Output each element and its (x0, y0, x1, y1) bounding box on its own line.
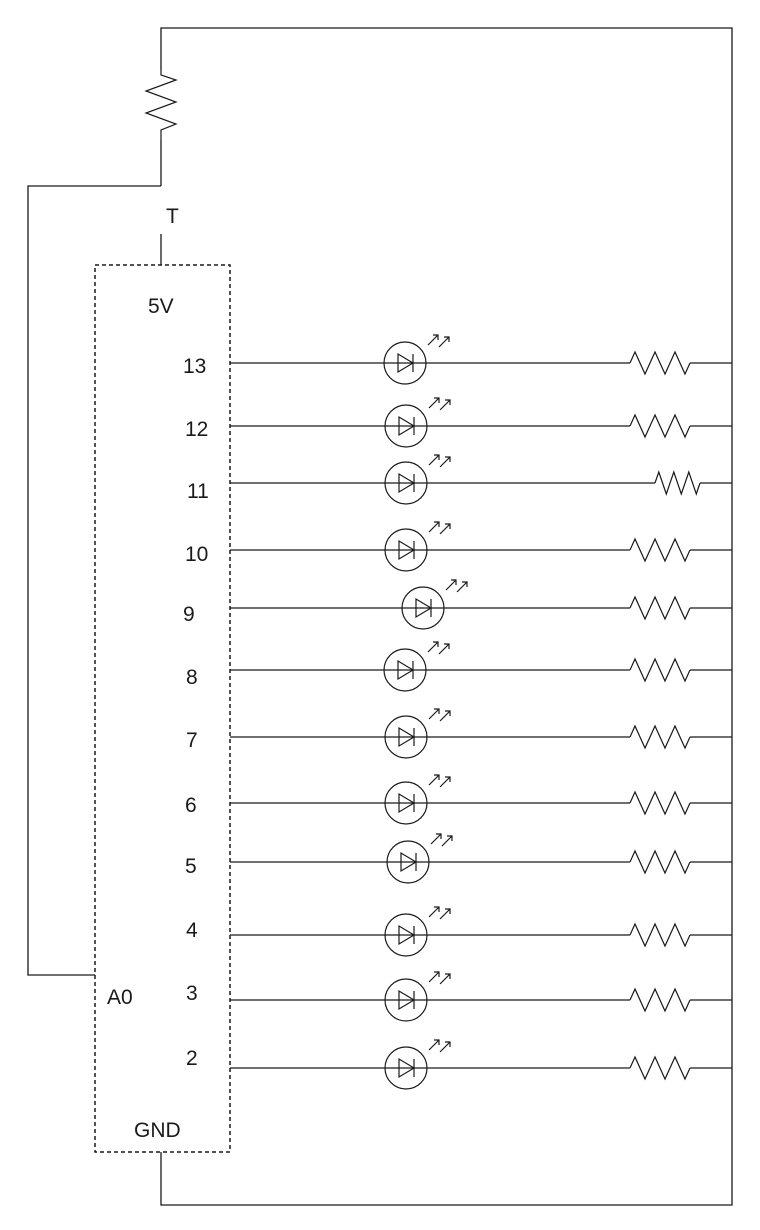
light-arrow-12 (428, 397, 440, 409)
channel-6: 6 (185, 774, 732, 825)
light-arrow-9 (456, 581, 468, 593)
diode-triangle-7 (398, 726, 416, 748)
channel-13: 13 (183, 334, 732, 385)
light-arrow-5 (441, 835, 453, 847)
light-arrow-4 (439, 908, 451, 920)
analog-feed-wire (27, 185, 161, 976)
channel-5: 5 (185, 833, 732, 884)
light-arrow-13 (438, 336, 450, 348)
led-channels: 13 12 11 10 9 8 7 6 5 4 3 2 (183, 334, 732, 1090)
diode-triangle-9 (415, 597, 433, 619)
resistor-2 (629, 1055, 691, 1081)
channel-2: 2 (186, 1039, 732, 1090)
pin-label-9: 9 (183, 603, 195, 626)
diode-triangle-13 (397, 352, 415, 374)
light-arrow-4 (428, 906, 440, 918)
analog-label: A0 (107, 986, 133, 1009)
pin-label-13: 13 (183, 355, 206, 378)
channel-11: 11 (187, 454, 732, 505)
channel-10: 10 (185, 521, 732, 572)
diode-triangle-10 (398, 539, 416, 561)
light-arrow-3 (428, 971, 440, 983)
light-arrow-8 (438, 643, 450, 655)
resistor-10 (629, 537, 691, 563)
pin-label-4: 4 (186, 919, 198, 942)
resistor-12 (629, 413, 691, 439)
light-arrow-5 (430, 833, 442, 845)
microcontroller-board (94, 264, 231, 1153)
channel-3: 3 (186, 971, 732, 1022)
resistor-11 (654, 470, 701, 496)
light-arrow-13 (427, 334, 439, 346)
pin-label-3: 3 (186, 982, 198, 1005)
resistor-6 (629, 790, 691, 816)
sensor-label: T (166, 205, 179, 228)
pin-label-5: 5 (185, 855, 197, 878)
pin-label-11: 11 (187, 480, 209, 503)
diode-triangle-5 (400, 851, 418, 873)
light-arrow-11 (439, 456, 451, 468)
channel-9: 9 (183, 579, 732, 630)
light-arrow-9 (445, 579, 457, 591)
light-arrow-6 (439, 776, 451, 788)
light-arrow-2 (439, 1041, 451, 1053)
thermistor-resistor (144, 70, 178, 140)
diode-triangle-6 (398, 792, 416, 814)
resistor-7 (629, 724, 691, 750)
diode-triangle-2 (398, 1057, 416, 1079)
diode-triangle-8 (397, 659, 415, 681)
light-arrow-10 (428, 521, 440, 533)
diode-triangle-4 (398, 924, 416, 946)
pin-label-8: 8 (186, 666, 198, 689)
resistor-3 (629, 987, 691, 1013)
light-arrow-7 (439, 710, 451, 722)
light-arrow-2 (428, 1039, 440, 1051)
channel-12: 12 (185, 397, 732, 448)
resistor-9 (629, 595, 691, 621)
channel-8: 8 (186, 641, 732, 692)
light-arrow-10 (439, 523, 451, 535)
pin-label-12: 12 (185, 418, 208, 441)
diode-triangle-11 (398, 472, 416, 494)
resistor-4 (629, 922, 691, 948)
diode-triangle-12 (398, 415, 416, 437)
top-wire (160, 27, 733, 1206)
light-arrow-11 (428, 454, 440, 466)
resistor-8 (629, 657, 691, 683)
resistor-5 (629, 849, 691, 875)
resistor-13 (629, 350, 691, 376)
light-arrow-6 (428, 774, 440, 786)
light-arrow-3 (439, 973, 451, 985)
light-arrow-8 (427, 641, 439, 653)
pin-label-6: 6 (185, 794, 197, 817)
light-arrow-7 (428, 708, 440, 720)
light-arrow-12 (439, 399, 451, 411)
ground-label: GND (134, 1119, 181, 1142)
channel-4: 4 (186, 906, 732, 957)
diode-triangle-3 (398, 989, 416, 1011)
pin-label-2: 2 (186, 1047, 198, 1070)
pin-label-10: 10 (185, 543, 208, 566)
power-label: 5V (148, 295, 174, 318)
pin-label-7: 7 (186, 729, 198, 752)
channel-7: 7 (186, 708, 732, 759)
